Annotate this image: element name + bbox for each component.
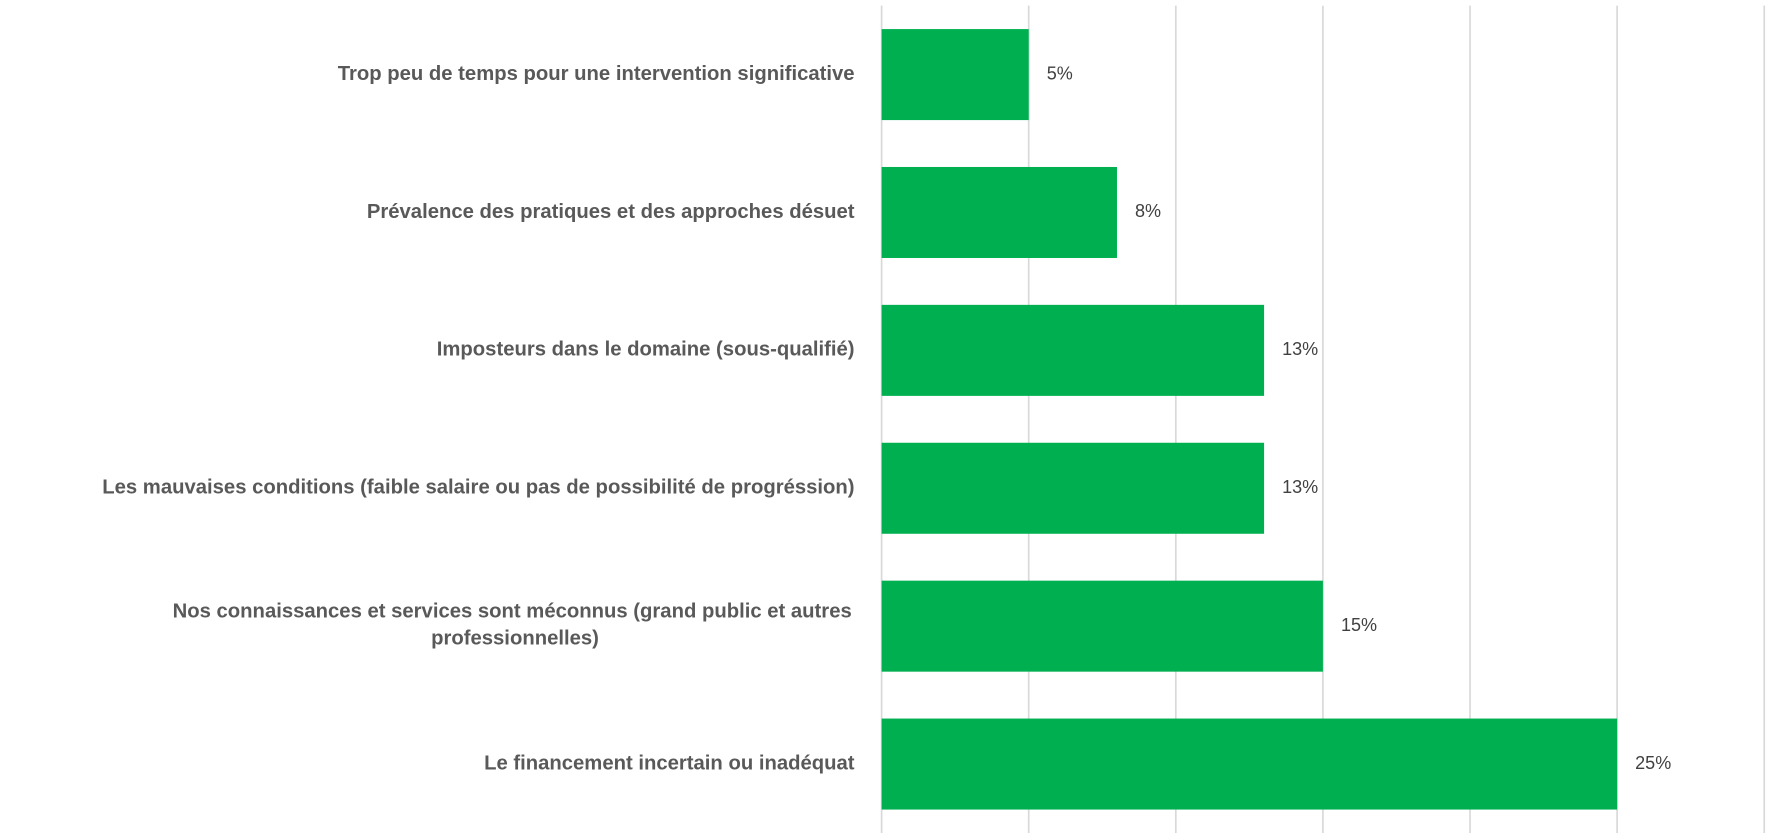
category-label: Le financement incertain ou inadéquat: [484, 752, 855, 774]
data-label: 8%: [1135, 201, 1161, 221]
data-label: 25%: [1635, 753, 1671, 773]
bar: [881, 304, 1265, 396]
bar: [881, 718, 1618, 810]
data-label: 15%: [1341, 615, 1377, 635]
bar: [881, 29, 1029, 121]
category-label: Imposteurs dans le domaine (sous-qualifi…: [437, 339, 855, 361]
category-label: Trop peu de temps pour une intervention …: [338, 63, 855, 85]
data-label: 5%: [1047, 63, 1073, 83]
bar: [881, 442, 1265, 534]
category-label: Les mauvaises conditions (faible salaire…: [102, 477, 854, 499]
data-label: 13%: [1282, 339, 1318, 359]
category-label: Prévalence des pratiques et des approche…: [367, 201, 855, 223]
bar: [881, 166, 1117, 258]
bar: [881, 580, 1323, 672]
data-label: 13%: [1282, 477, 1318, 497]
category-label: Nos connaissances et services sont mécon…: [173, 601, 858, 650]
